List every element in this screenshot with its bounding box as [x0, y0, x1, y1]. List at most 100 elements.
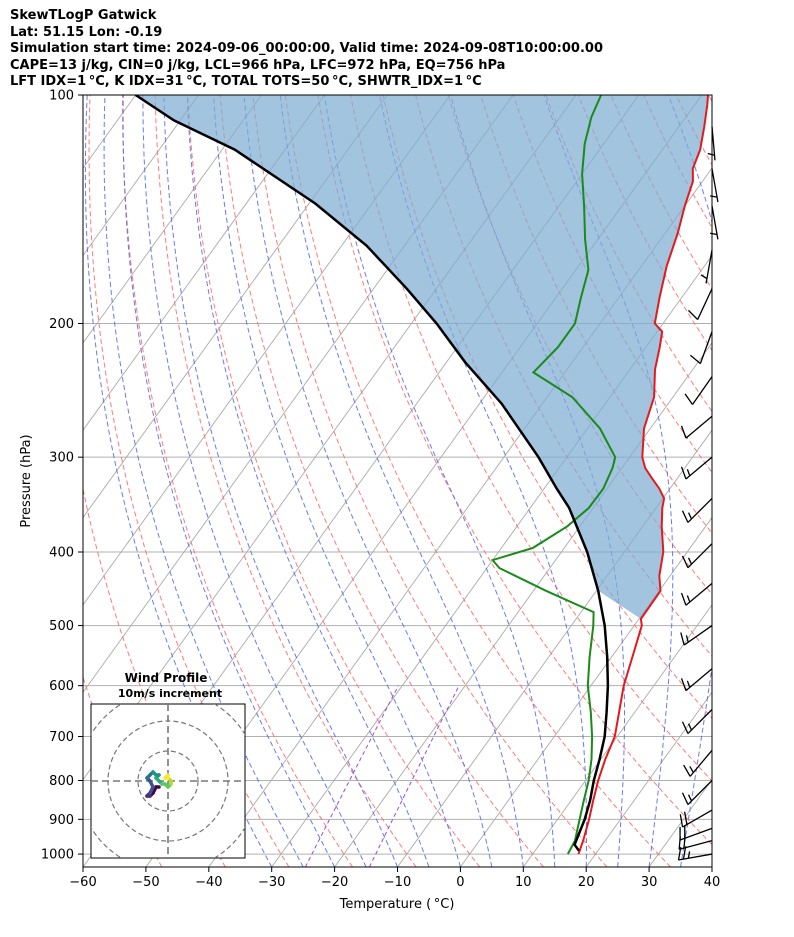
dry-adiabat-line: [88, 95, 290, 867]
hodograph-title-line1: Wind Profile: [125, 671, 208, 685]
mixing-ratio-line: [368, 685, 460, 867]
wind-barb: [681, 709, 713, 735]
wind-barb: [679, 809, 713, 828]
wind-barbs: [677, 126, 719, 861]
mixing-ratio-line: [304, 685, 399, 867]
location-line: Lat: 51.15 Lon: -0.19: [10, 24, 163, 40]
y-axis-label: Pressure (hPa): [19, 434, 34, 527]
moist-adiabat-line: [323, 95, 556, 867]
wind-barb: [680, 456, 713, 480]
dry-adiabat-line: [284, 95, 671, 867]
moist-adiabat-line: [243, 95, 493, 867]
barb-shaft: [699, 331, 713, 364]
wind-barb: [700, 249, 713, 284]
barb-half-feather: [700, 274, 708, 280]
x-tick-label: 40: [704, 875, 721, 890]
isotherm-line: [83, 95, 262, 344]
wind-barb: [680, 582, 713, 606]
wind-barb: [680, 415, 713, 439]
moist-adiabat-line: [711, 864, 712, 867]
barb-half-feather: [687, 557, 693, 565]
barb-feather: [680, 678, 687, 691]
isotherm-line: [83, 95, 388, 519]
profile-lines: [134, 95, 709, 855]
chart-header: SkewTLogP Gatwick Lat: 51.15 Lon: -0.19 …: [10, 8, 603, 91]
isotherm-line: [0, 95, 10, 867]
dry-adiabat-line: [252, 95, 608, 867]
barb-feather: [687, 309, 699, 321]
moist-adiabat-line: [744, 95, 794, 867]
barb-half-feather: [686, 469, 691, 477]
x-tick-label: −60: [69, 875, 96, 890]
dry-adiabat-line: [219, 95, 544, 867]
dry-adiabat-line: [317, 95, 712, 846]
moist-adiabat-line: [213, 95, 461, 867]
dry-adiabat-line: [675, 95, 712, 166]
isotherm-line: [271, 254, 712, 867]
dry-adiabat-line: [187, 95, 481, 867]
y-tick-label: 300: [49, 451, 74, 466]
y-tick-label: 900: [49, 813, 74, 828]
barb-shaft: [685, 415, 713, 439]
x-axis-label: Temperature ( °C): [339, 897, 455, 912]
hodograph-title-line2: 10m/s increment: [118, 687, 222, 700]
x-tick-label: −30: [258, 875, 285, 890]
hodograph: [90, 703, 246, 859]
moist-adiabat-line: [186, 95, 430, 867]
y-tick-label: 600: [49, 679, 74, 694]
axes: −60 −50 −40 −30 −20 −10 0 10 20 30 40 100 200 300 400 5…: [41, 89, 720, 891]
dry-adiabat-line: [382, 95, 712, 719]
wind-barb: [683, 749, 713, 777]
isotherm-line: [83, 95, 199, 257]
barb-half-feather: [710, 232, 718, 236]
wind-barb: [690, 331, 713, 365]
dry-adiabat-line: [122, 95, 354, 867]
wind-barb: [681, 497, 713, 523]
y-tick-label: 400: [49, 546, 74, 561]
barb-shaft: [697, 288, 713, 320]
isotherm-line: [522, 604, 712, 867]
barb-shaft: [691, 376, 713, 405]
x-tick-label: 30: [641, 875, 658, 890]
hodograph-area: [91, 704, 245, 858]
x-tick-label: −10: [384, 875, 411, 890]
barb-feather: [681, 510, 689, 523]
barb-feather: [680, 592, 687, 606]
dry-adiabat-line: [83, 486, 226, 867]
simulation-time-line: Simulation start time: 2024-09-06_00:00:…: [10, 41, 603, 57]
barb-feather: [679, 814, 684, 828]
barb-feather: [680, 466, 687, 480]
y-tick-label: 1000: [41, 848, 74, 863]
wind-barb: [680, 668, 713, 692]
y-tick-label: 100: [49, 89, 74, 104]
wind-barb: [679, 825, 713, 841]
moist-adiabat-line: [122, 95, 336, 867]
x-tick-label: 10: [515, 875, 532, 890]
wind-barb: [681, 780, 713, 806]
barb-feather: [680, 632, 685, 646]
y-tick-label: 800: [49, 774, 74, 789]
x-tick-label: 20: [578, 875, 595, 890]
barb-half-feather: [710, 195, 718, 198]
barb-half-feather: [687, 794, 693, 802]
isotherm-line: [0, 95, 73, 867]
barb-feather: [682, 846, 687, 860]
wind-barb: [707, 126, 716, 161]
isotherm-line: [83, 95, 325, 431]
dry-adiabat-line: [350, 95, 712, 782]
x-tick-label: −40: [195, 875, 222, 890]
isotherm-line: [397, 429, 712, 867]
moist-adiabat-line: [163, 95, 398, 867]
dry-adiabat-line: [741, 95, 794, 867]
isotherm-line: [711, 866, 712, 867]
barb-half-feather: [687, 512, 693, 520]
y-tick-label: 500: [49, 619, 74, 634]
chart-title: SkewTLogP Gatwick: [10, 8, 157, 23]
x-tick-label: 0: [456, 875, 464, 890]
wind-barb: [677, 846, 713, 861]
barb-feather: [680, 425, 687, 439]
barb-feather: [683, 764, 691, 777]
wind-barb: [710, 168, 719, 203]
wind-barb: [710, 205, 719, 240]
